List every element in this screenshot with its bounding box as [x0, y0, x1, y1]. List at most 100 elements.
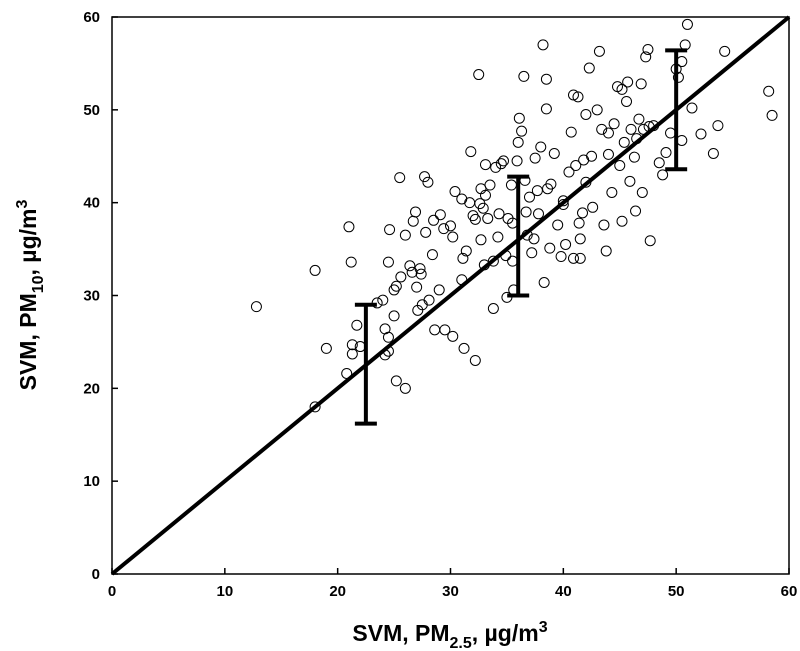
y-label-sub: 10	[30, 275, 47, 293]
y-label-part: , µg/m	[15, 209, 41, 276]
x-tick-label: 60	[781, 583, 798, 600]
point	[484, 179, 496, 191]
point	[635, 78, 647, 90]
point	[523, 191, 535, 203]
x-label-sub: 2.5	[450, 635, 472, 651]
point	[447, 330, 459, 342]
point	[382, 331, 394, 343]
point	[456, 193, 468, 205]
point	[420, 226, 432, 238]
x-tick-label: 30	[442, 583, 459, 600]
x-tick-label: 20	[329, 583, 346, 600]
point	[560, 238, 572, 250]
point	[433, 284, 445, 296]
point	[520, 206, 532, 218]
point	[447, 231, 459, 243]
point	[686, 102, 698, 114]
point	[552, 219, 564, 231]
point	[653, 157, 665, 169]
point	[583, 62, 595, 74]
point	[434, 209, 446, 221]
point	[445, 220, 456, 232]
point	[578, 154, 590, 166]
point	[492, 231, 504, 243]
point	[493, 208, 505, 220]
point	[625, 123, 637, 135]
point	[394, 172, 406, 184]
point	[505, 179, 517, 191]
point	[423, 294, 435, 306]
point	[414, 263, 426, 275]
point	[395, 271, 407, 283]
point	[343, 221, 355, 233]
point	[309, 401, 321, 413]
point	[628, 151, 640, 163]
point	[540, 103, 552, 115]
point	[479, 159, 491, 171]
x-tick-label: 0	[108, 583, 116, 600]
point	[467, 210, 479, 222]
point	[384, 224, 396, 236]
point	[528, 233, 540, 245]
point	[636, 186, 648, 198]
x-label-part: SVM, PM	[352, 620, 449, 646]
point	[498, 155, 510, 167]
point	[695, 128, 707, 140]
point	[399, 229, 411, 241]
y-tick-label: 0	[92, 566, 100, 583]
point	[608, 118, 620, 130]
point	[602, 127, 614, 139]
point	[495, 158, 507, 170]
point	[457, 252, 469, 264]
y-tick-label: 30	[83, 288, 100, 305]
point	[388, 310, 400, 322]
y-axis-label: SVM, PM10, µg/m3	[14, 200, 47, 391]
point	[377, 294, 389, 306]
point	[490, 161, 502, 173]
point	[250, 301, 262, 313]
point	[513, 112, 525, 124]
y-tick-label: 50	[83, 102, 100, 119]
point	[586, 150, 598, 162]
point	[548, 147, 560, 159]
point	[563, 166, 575, 178]
point	[529, 152, 541, 164]
point	[399, 382, 411, 394]
y-tick-label: 20	[83, 380, 100, 397]
point	[624, 175, 636, 187]
point	[567, 252, 579, 264]
point	[533, 208, 545, 220]
point	[672, 71, 684, 83]
point	[681, 18, 693, 30]
point	[555, 251, 567, 263]
point	[479, 189, 491, 201]
point	[602, 148, 614, 160]
point	[707, 147, 719, 159]
point	[438, 223, 450, 235]
point	[719, 45, 731, 57]
point	[404, 260, 416, 272]
point	[580, 108, 592, 120]
point	[345, 256, 357, 268]
point	[346, 339, 358, 351]
point	[410, 206, 422, 218]
point	[573, 217, 585, 229]
point	[511, 155, 523, 167]
y-tick-label: 60	[83, 9, 100, 26]
x-tick-label: 10	[216, 583, 233, 600]
point	[616, 215, 628, 227]
point	[665, 127, 677, 139]
point	[591, 104, 603, 116]
point	[622, 76, 634, 88]
point	[763, 85, 775, 97]
point	[676, 56, 688, 68]
point	[574, 252, 586, 264]
point	[572, 91, 584, 103]
point	[565, 126, 577, 138]
point	[512, 136, 524, 148]
point	[577, 207, 589, 219]
point	[644, 235, 656, 247]
point	[475, 234, 487, 246]
point	[411, 281, 423, 293]
point	[676, 134, 688, 146]
